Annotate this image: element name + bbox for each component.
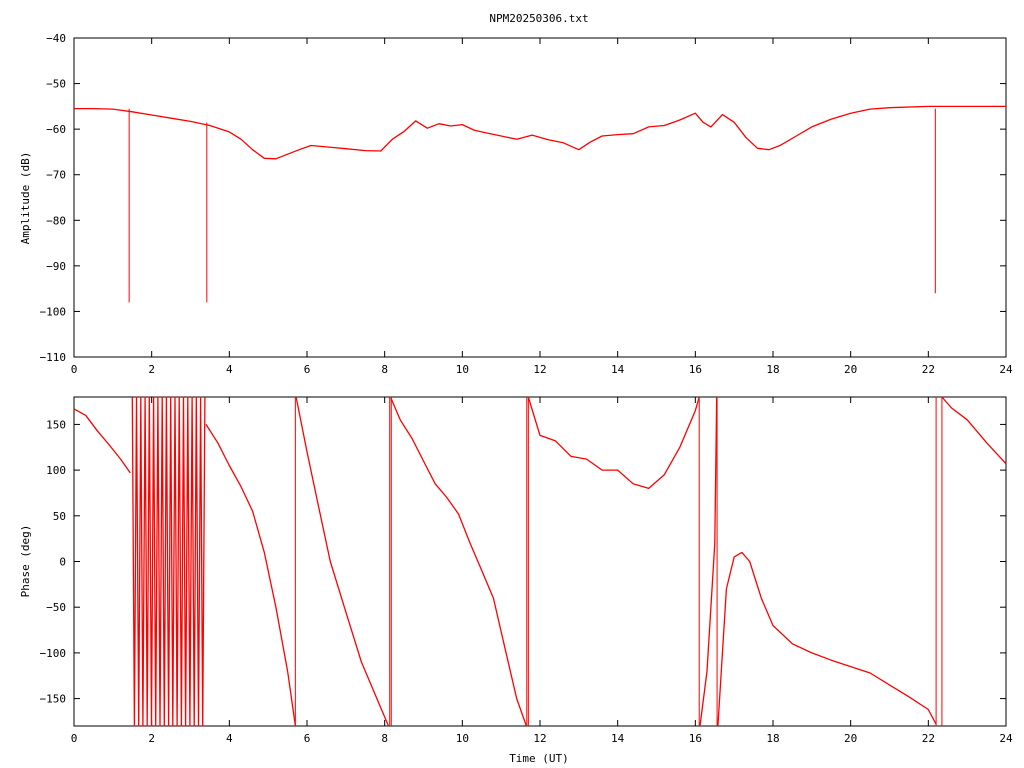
phase-y-tick-label: −150	[40, 693, 67, 706]
amplitude-axes: 0 2 4 6 8 10 12 14 16 18 20 22 24−110−100−90−80−70−6…	[40, 32, 1013, 376]
amplitude-y-tick-label: −100	[40, 305, 67, 318]
phase-x-tick-label: 8	[381, 732, 388, 745]
chart-title: NPM20250306.txt	[489, 12, 588, 25]
amplitude-x-tick-label: 12	[533, 363, 546, 376]
amplitude-y-tick-label: −110	[40, 351, 67, 364]
phase-trace-segment	[699, 396, 718, 727]
phase-axes: 0 2 4 6 8 10 12 14 16 18 20 22 24−150−100−5005010015…	[40, 397, 1013, 745]
phase-x-tick-label: 18	[766, 732, 779, 745]
phase-panel: 0 2 4 6 8 10 12 14 16 18 20 22 24−150−100−5005010015…	[19, 396, 1013, 765]
phase-x-tick-label: 22	[922, 732, 935, 745]
amplitude-x-tick-label: 2	[148, 363, 155, 376]
phase-y-tick-label: 100	[46, 464, 66, 477]
amplitude-x-tick-label: 10	[456, 363, 469, 376]
amplitude-y-tick-label: −40	[46, 32, 66, 45]
phase-trace-segment	[717, 551, 937, 727]
amplitude-y-tick-label: −90	[46, 260, 66, 273]
phase-trace-segment	[73, 408, 131, 474]
phase-x-axis-label: Time (UT)	[509, 752, 569, 765]
phase-x-tick-label: 10	[456, 732, 469, 745]
phase-x-tick-label: 12	[533, 732, 546, 745]
phase-trace-segment	[205, 424, 297, 727]
amplitude-x-tick-label: 18	[766, 363, 779, 376]
amplitude-plot-frame	[73, 37, 1007, 358]
phase-y-tick-label: −50	[46, 601, 66, 614]
phase-series	[73, 396, 1007, 727]
phase-noise-oscillation	[131, 396, 206, 727]
phase-x-tick-label: 20	[844, 732, 857, 745]
amplitude-x-tick-label: 22	[922, 363, 935, 376]
phase-trace-segment	[295, 396, 390, 727]
phase-trace-segment	[527, 396, 700, 490]
phase-y-tick-label: 150	[46, 418, 66, 431]
amplitude-x-tick-label: 16	[689, 363, 702, 376]
phase-trace-segment	[389, 396, 528, 727]
amplitude-trace	[74, 105, 1006, 160]
amplitude-y-tick-label: −60	[46, 123, 66, 136]
phase-y-axis-label: Phase (deg)	[19, 525, 32, 598]
phase-x-tick-label: 4	[226, 732, 233, 745]
amplitude-x-tick-label: 0	[71, 363, 78, 376]
amplitude-y-axis-label: Amplitude (dB)	[19, 152, 32, 245]
phase-y-tick-label: 50	[53, 510, 66, 523]
amplitude-x-tick-label: 14	[611, 363, 625, 376]
phase-x-tick-label: 2	[148, 732, 155, 745]
amplitude-x-tick-label: 8	[381, 363, 388, 376]
phase-x-tick-label: 24	[999, 732, 1013, 745]
amplitude-panel: 0 2 4 6 8 10 12 14 16 18 20 22 24−110−100−90−80−70−6…	[19, 32, 1013, 376]
amplitude-y-tick-label: −70	[46, 169, 66, 182]
amplitude-x-tick-label: 6	[304, 363, 311, 376]
amplitude-x-tick-label: 20	[844, 363, 857, 376]
amplitude-x-tick-label: 4	[226, 363, 233, 376]
amplitude-x-tick-label: 24	[999, 363, 1013, 376]
amplitude-y-tick-label: −80	[46, 214, 66, 227]
phase-x-tick-label: 6	[304, 732, 311, 745]
phase-plot-frame	[73, 396, 1007, 727]
amplitude-y-tick-label: −50	[46, 78, 66, 91]
amplitude-series	[74, 105, 1006, 303]
phase-y-tick-label: 0	[59, 556, 66, 569]
phase-x-tick-label: 16	[689, 732, 702, 745]
phase-x-tick-label: 14	[611, 732, 625, 745]
phase-trace-segment	[941, 396, 1007, 465]
phase-y-tick-label: −100	[40, 647, 67, 660]
phase-x-tick-label: 0	[71, 732, 78, 745]
